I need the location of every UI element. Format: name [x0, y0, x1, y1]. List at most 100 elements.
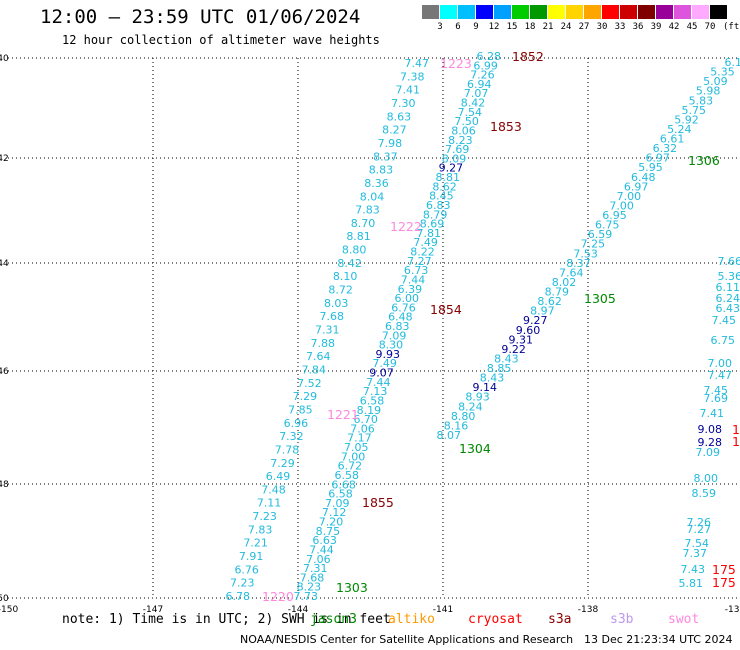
swh-right-value: 7.37: [683, 547, 708, 560]
swh-track-b-value: 7.73: [294, 590, 319, 603]
x-tick-label: -135: [725, 605, 740, 615]
track-label: 1854: [430, 302, 462, 317]
swh-track-a-value: 8.83: [369, 164, 394, 177]
legend-swatch: [458, 5, 475, 19]
swh-right-value: 9.08: [698, 423, 723, 436]
swh-track-a-value: 8.10: [333, 270, 358, 283]
swh-track-c-value: 5.92: [674, 113, 699, 126]
swh-right-value: 7.00: [708, 357, 733, 370]
swh-track-a-value: 8.03: [324, 297, 349, 310]
legend-swatch: [476, 5, 493, 19]
track-label: 1853: [490, 119, 522, 134]
swh-track-c-value: 9.14: [473, 381, 498, 394]
legend-swatch: [710, 5, 727, 19]
swh-track-b-value: 6.48: [388, 311, 413, 324]
swh-track-b-value: 8.79: [423, 208, 448, 221]
swh-track-b-value: 6.63: [312, 534, 337, 547]
legend-label: 30: [596, 22, 608, 32]
swh-right-value: 7.45: [704, 384, 729, 397]
swh-right-value: 7.54: [685, 537, 710, 550]
swh-track-a-value: 7.21: [243, 537, 268, 550]
legend-label: 27: [578, 22, 590, 32]
swh-right-value: 7.09: [696, 446, 721, 459]
swh-track-c-value: 6.95: [602, 209, 627, 222]
swh-track-c-value: 5.09: [703, 75, 728, 88]
track-label: 1222: [390, 219, 422, 234]
swh-track-b-value: 9.07: [369, 367, 394, 380]
swh-track-c-value: 5.35: [710, 66, 735, 79]
swh-track-c-value: 5.98: [696, 85, 721, 98]
swh-track-a-value: 7.11: [257, 497, 282, 510]
legend-label: 24: [560, 22, 572, 32]
track-label: 1305: [584, 291, 616, 306]
swh-track-a-value: 8.27: [382, 124, 407, 137]
legend-swatch: [656, 5, 673, 19]
swh-track-b-value: 6.73: [404, 264, 429, 277]
legend-swatch: [692, 5, 709, 19]
swh-track-b-value: 7.07: [464, 87, 489, 100]
track-label: 1304: [459, 441, 491, 456]
swh-track-a-value: 6.78: [226, 590, 251, 603]
swh-track-b-value: 6.58: [328, 488, 353, 501]
swh-track-c-value: 8.80: [451, 410, 476, 423]
legend-swatch: [620, 5, 637, 19]
legend-label: 33: [614, 22, 626, 32]
swh-track-b-value: 8.45: [429, 190, 454, 203]
swh-track-b-value: 7.69: [445, 143, 470, 156]
y-tick-label: -42: [0, 154, 9, 164]
swh-track-c-value: 8.37: [566, 257, 591, 270]
swh-track-a-value: 7.32: [279, 430, 304, 443]
footer-credit: NOAA/NESDIS Center for Satellite Applica…: [240, 633, 574, 646]
y-tick-label: -50: [0, 594, 9, 604]
swh-track-b-value: 6.83: [385, 320, 410, 333]
track-label: 1220: [262, 589, 294, 604]
swh-track-b-value: 9.27: [439, 162, 464, 175]
track-label: 1303: [336, 580, 368, 595]
swh-track-a-value: 7.31: [315, 324, 340, 337]
swh-track-c-value: 6.48: [631, 171, 656, 184]
swh-track-b-value: 6.39: [398, 283, 423, 296]
y-tick-label: -40: [0, 54, 9, 64]
legend-swatch: [638, 5, 655, 19]
swh-track-a-value: 7.98: [378, 137, 403, 150]
satellite-label-s3b: s3b: [610, 612, 634, 627]
swh-track-b-value: 7.50: [454, 115, 479, 128]
swh-right-value: 7.47: [708, 369, 733, 382]
swh-track-a-value: 7.23: [230, 577, 255, 590]
track-label: 1306: [688, 153, 720, 168]
swh-track-a-value: 8.80: [342, 244, 367, 257]
x-tick-label: -147: [143, 605, 163, 615]
swh-track-c-value: 6.61: [660, 133, 685, 146]
swh-track-a-value: 7.48: [261, 483, 286, 496]
swh-track-b-value: 8.62: [432, 180, 457, 193]
swh-right-value: 8.00: [694, 472, 719, 485]
legend-label: 36: [632, 22, 644, 32]
legend-swatch: [584, 5, 601, 19]
swh-track-b-value: 6.58: [335, 469, 360, 482]
track-label: 1: [732, 422, 740, 437]
legend-label: 9: [473, 22, 479, 32]
swh-track-c-value: 9.27: [523, 314, 548, 327]
swh-track-b-value: 6.70: [353, 413, 378, 426]
swh-track-a-value: 7.29: [270, 457, 295, 470]
swh-right-value: 7.26: [687, 516, 712, 529]
swh-right-value: 7.27: [687, 523, 712, 536]
swh-track-a-value: 6.49: [266, 470, 291, 483]
track-label: 1855: [362, 495, 394, 510]
track-label: 1221: [327, 407, 359, 422]
legend-label: 45: [686, 22, 698, 32]
swh-track-b-value: 6.83: [426, 199, 451, 212]
swh-right-value: 5.81: [679, 577, 704, 590]
legend-label: 42: [668, 22, 680, 32]
swh-track-c-value: 9.60: [516, 324, 541, 337]
legend-swatch: [440, 5, 457, 19]
swh-track-a-value: 8.37: [373, 150, 398, 163]
swh-track-c-value: 8.62: [537, 295, 562, 308]
swh-track-c-value: 8.85: [487, 362, 512, 375]
swh-track-b-value: 8.19: [357, 404, 382, 417]
legend-label: 39: [650, 22, 662, 32]
swh-track-b-value: 6.94: [467, 78, 492, 91]
swh-track-a-value: 7.68: [319, 310, 344, 323]
y-tick-label: -44: [0, 259, 9, 269]
y-tick-label: -48: [0, 480, 9, 490]
